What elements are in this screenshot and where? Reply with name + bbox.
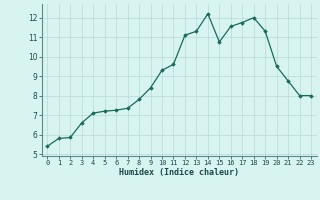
X-axis label: Humidex (Indice chaleur): Humidex (Indice chaleur) [119, 168, 239, 177]
